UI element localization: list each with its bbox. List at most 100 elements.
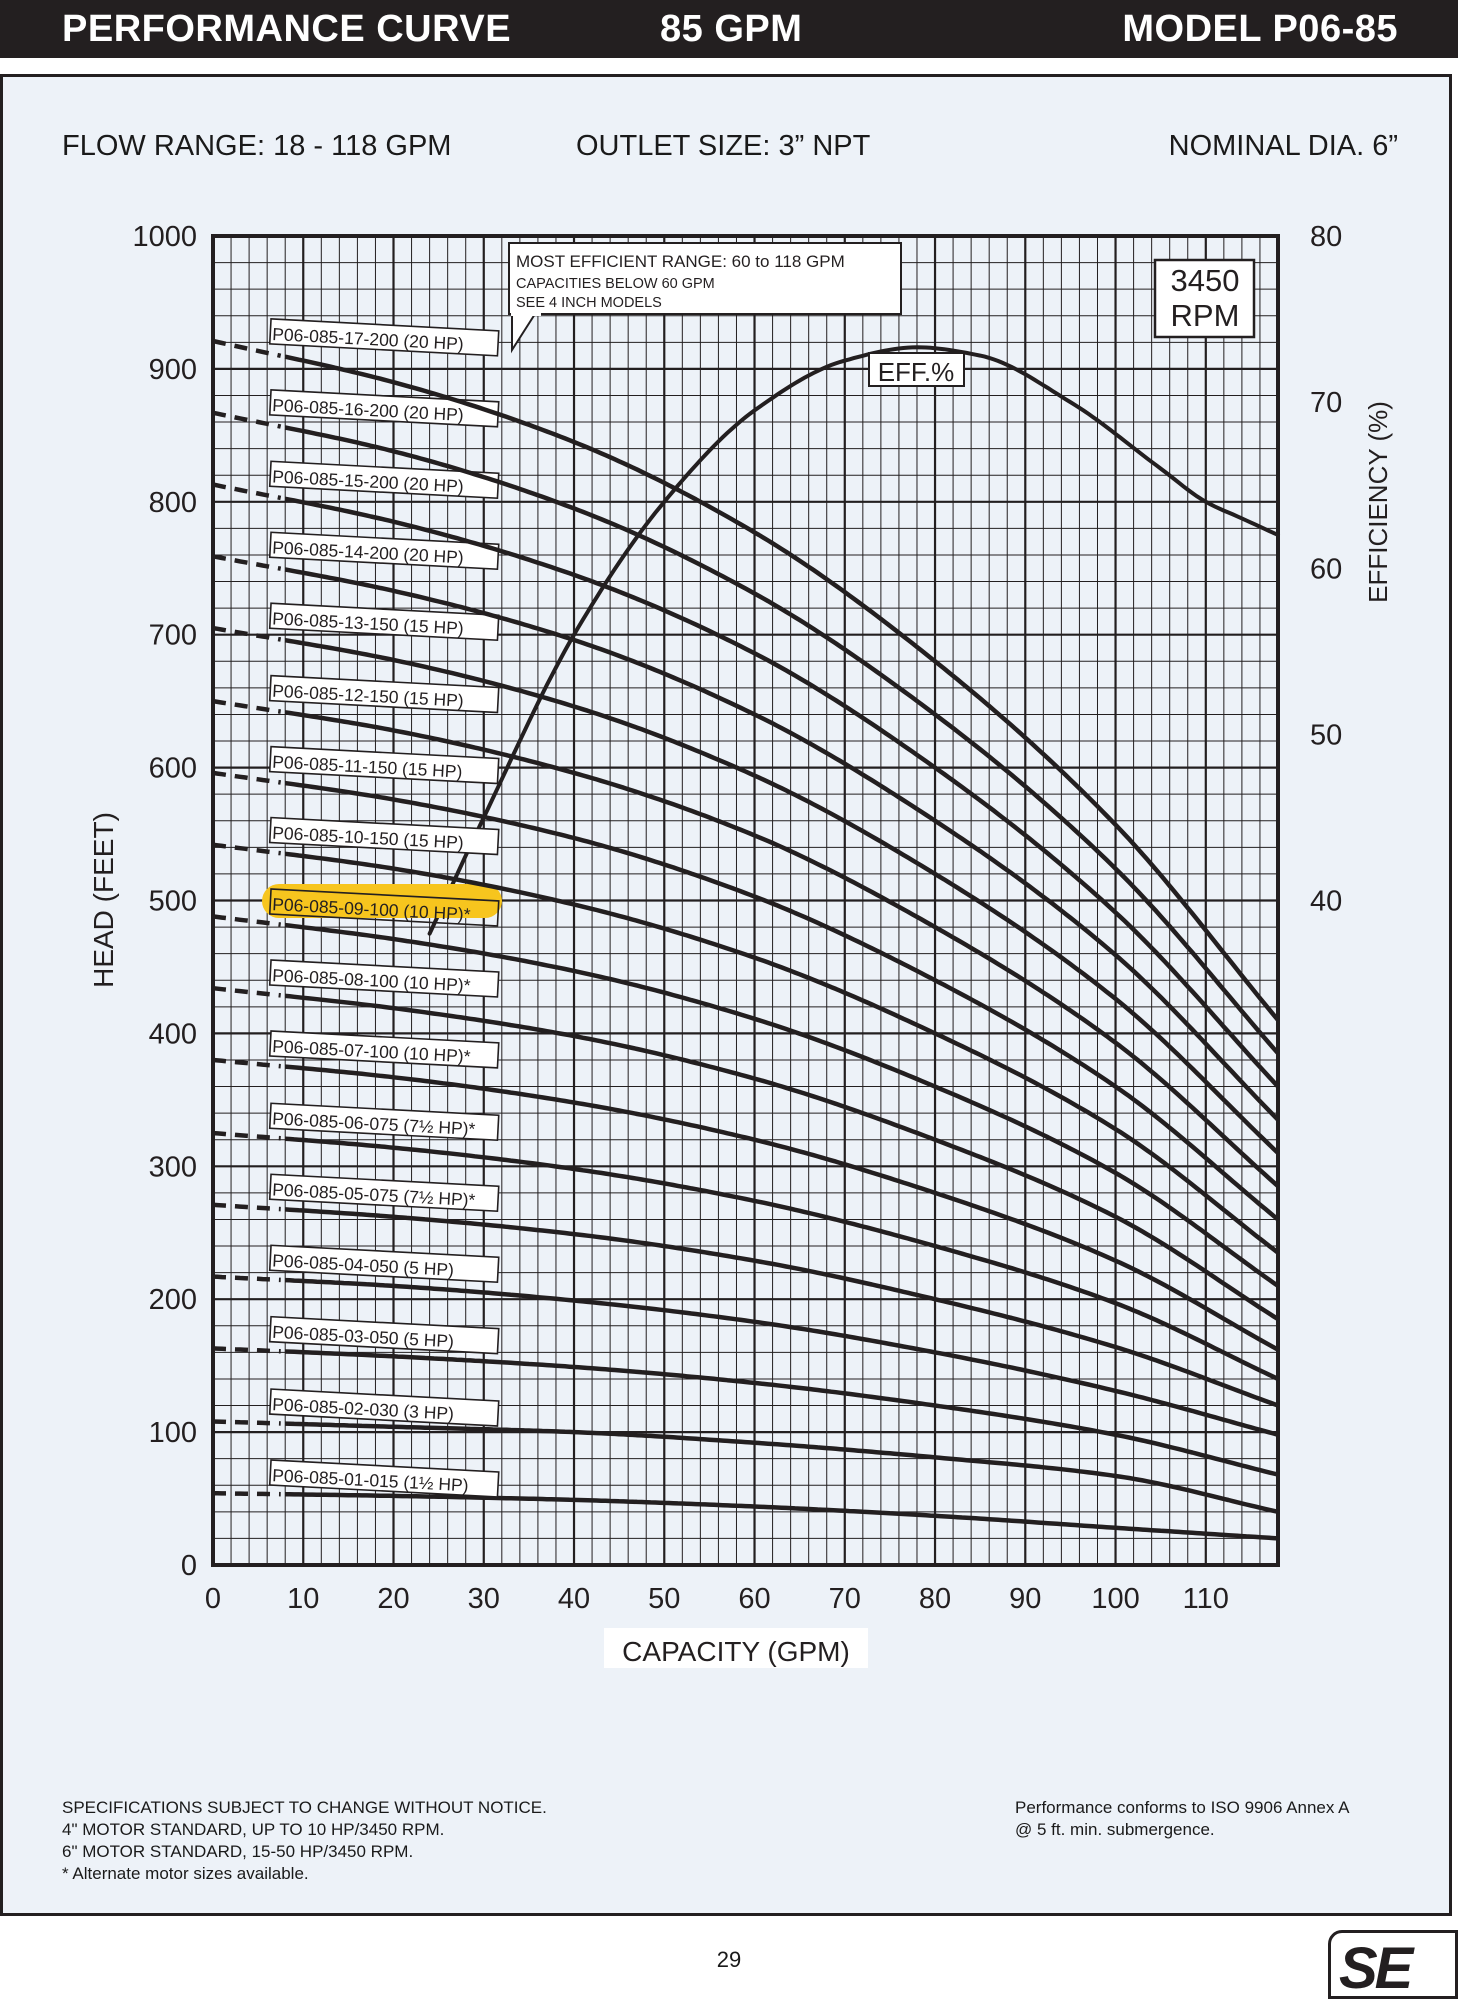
pump-curve <box>284 710 1280 1188</box>
y2-tick-label: 40 <box>1310 886 1342 918</box>
pump-model-label-box <box>268 959 500 998</box>
speed-box <box>1153 258 1256 339</box>
pump-curve-low-flow <box>212 1346 281 1354</box>
pump-curve-low-flow <box>212 698 281 714</box>
x-tick-label: 90 <box>1009 1583 1041 1615</box>
y-tick-label: 900 <box>149 354 197 386</box>
callout-line: CAPACITIES BELOW 60 GPM <box>516 276 715 292</box>
x-tick-label: 70 <box>829 1583 861 1615</box>
footer-compliance: Performance conforms to ISO 9906 Annex A… <box>1015 1797 1350 1841</box>
pump-curve <box>285 1207 1279 1408</box>
pump-curve-low-flow <box>212 914 281 927</box>
speed-value: 3450 <box>1171 263 1240 298</box>
y-tick-label: 300 <box>149 1151 197 1183</box>
pump-model-label-box <box>268 1173 500 1213</box>
y2-tick-label: 50 <box>1310 719 1342 751</box>
pump-curve-low-flow <box>212 338 282 358</box>
speed-unit: RPM <box>1171 298 1240 333</box>
footer-note: SPECIFICATIONS SUBJECT TO CHANGE WITHOUT… <box>62 1798 547 1817</box>
pump-curve <box>284 922 1280 1288</box>
x-tick-label: 100 <box>1091 1583 1139 1615</box>
pump-curve <box>285 993 1280 1322</box>
x-tick-label: 110 <box>1183 1583 1229 1615</box>
plot-frame <box>211 234 1280 1567</box>
x-tick-label: 60 <box>738 1583 770 1615</box>
company-logo: SE <box>1328 1930 1458 1999</box>
pump-curve-low-flow <box>212 1202 281 1212</box>
pump-model-label-box <box>268 318 500 357</box>
pump-curve <box>284 780 1280 1222</box>
footer-note: * Alternate motor sizes available. <box>62 1864 309 1883</box>
x-axis-label-box <box>604 1628 868 1668</box>
x-tick-label: 50 <box>648 1583 680 1615</box>
pump-model-label-box <box>268 531 500 571</box>
pump-curve <box>285 1421 1279 1514</box>
callout-line: MOST EFFICIENT RANGE: 60 to 118 GPM <box>516 252 845 271</box>
pump-model-label-box <box>268 674 500 714</box>
footer-note: 4" MOTOR STANDARD, UP TO 10 HP/3450 RPM. <box>62 1820 445 1839</box>
y-tick-label: 400 <box>149 1018 197 1050</box>
pump-curve <box>285 1136 1279 1381</box>
pump-curve <box>285 1277 1279 1437</box>
y2-tick-label: 80 <box>1310 221 1342 253</box>
pump-curve-low-flow <box>212 985 281 998</box>
pump-curve <box>284 851 1280 1255</box>
y-tick-label: 500 <box>149 886 197 918</box>
efficiency-label: EFF.% <box>878 357 955 387</box>
logo-text: SE <box>1339 1936 1413 1999</box>
footer-note: Performance conforms to ISO 9906 Annex A <box>1015 1798 1350 1817</box>
pump-model-label-box <box>268 1030 500 1069</box>
y-tick-label: 700 <box>149 620 197 652</box>
pump-curve-low-flow <box>212 1057 281 1069</box>
pump-curve <box>285 1491 1279 1541</box>
callout-box <box>508 242 902 315</box>
y-tick-label: 100 <box>149 1417 197 1449</box>
title-bar: PERFORMANCE CURVE 85 GPM MODEL P06-85 <box>0 0 1458 58</box>
pump-curve <box>284 496 1280 1089</box>
pump-model-label-box <box>268 816 500 856</box>
pump-model-label-box <box>268 1459 500 1498</box>
pump-curve <box>285 1349 1279 1477</box>
pump-model-label-box <box>268 1102 500 1142</box>
pump-curve <box>284 637 1280 1155</box>
pump-curve-low-flow <box>212 1274 281 1283</box>
model-highlight <box>262 883 502 918</box>
title-model: MODEL P06-85 <box>1122 8 1398 50</box>
y2-tick-label: 60 <box>1310 553 1342 585</box>
pump-model-label-box <box>268 1388 500 1427</box>
pump-curve-low-flow <box>212 625 282 642</box>
pump-model-label-box <box>268 888 500 927</box>
pump-model-label-box <box>268 460 500 500</box>
pump-curve <box>284 567 1280 1122</box>
nominal-diameter-text: NOMINAL DIA. 6” <box>1168 130 1398 162</box>
pump-curve-low-flow <box>212 842 281 856</box>
callout-pointer <box>511 313 536 354</box>
y2-axis-label: EFFICIENCY (%) <box>1363 401 1393 603</box>
x-tick-label: 80 <box>919 1583 951 1615</box>
pump-model-label-box <box>268 1244 500 1284</box>
y-tick-label: 600 <box>149 753 197 785</box>
pump-curve-low-flow <box>212 410 282 429</box>
footer-notes: SPECIFICATIONS SUBJECT TO CHANGE WITHOUT… <box>62 1797 547 1885</box>
pump-curve-low-flow <box>212 770 282 785</box>
y-tick-label: 200 <box>149 1284 197 1316</box>
x-tick-label: 20 <box>377 1583 409 1615</box>
pump-curve <box>285 1064 1280 1352</box>
x-tick-label: 0 <box>205 1583 221 1615</box>
pump-curve-low-flow <box>212 1419 281 1426</box>
title-performance-curve: PERFORMANCE CURVE <box>62 8 512 50</box>
pump-curve <box>284 425 1280 1055</box>
pump-curve-low-flow <box>212 482 282 501</box>
page-number: 29 <box>716 1947 742 1972</box>
y-axis-label: HEAD (FEET) <box>88 812 119 988</box>
footer-note: @ 5 ft. min. submergence. <box>1015 1820 1215 1839</box>
pump-curve-low-flow <box>212 1130 281 1141</box>
x-tick-label: 40 <box>558 1583 590 1615</box>
x-tick-label: 30 <box>468 1583 500 1615</box>
pump-model-label-box <box>268 1315 500 1355</box>
callout-pointer-mask <box>511 310 541 316</box>
callout-line: SEE 4 INCH MODELS <box>516 295 662 311</box>
title-flow-rating: 85 GPM <box>660 8 803 50</box>
x-tick-label: 10 <box>287 1583 319 1615</box>
